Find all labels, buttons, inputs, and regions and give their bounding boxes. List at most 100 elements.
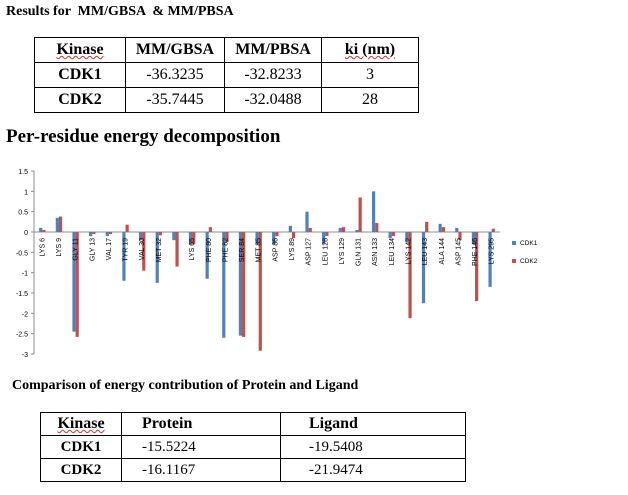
bar-cdk2 (341, 227, 346, 232)
y-tick-label: -3 (22, 352, 28, 359)
bar-cdk1 (55, 217, 59, 232)
results-header-mmgbsa: MM/GBSA (125, 37, 225, 63)
bar-cdk1 (322, 232, 326, 245)
bar-cdk1 (371, 191, 376, 232)
bar-cdk1 (421, 232, 426, 304)
chart-heading: Per-residue energy decomposition (6, 126, 281, 147)
bar-cdk1 (388, 232, 392, 239)
bar-cdk1 (255, 232, 259, 245)
bar-cdk2 (192, 232, 196, 245)
bar-cdk1 (222, 232, 226, 338)
bar-cdk2 (441, 227, 445, 232)
results-header-ki: ki (nm) (321, 37, 419, 63)
bar-cdk1 (338, 227, 342, 232)
comparison-heading: Comparison of energy contribution of Pro… (12, 378, 358, 394)
comparison-cell-kinase: CDK1 (40, 435, 122, 459)
bar-cdk2 (475, 232, 479, 302)
bar-cdk2 (375, 223, 379, 232)
comparison-header-kinase: Kinase (40, 412, 122, 436)
bar-cdk1 (155, 232, 159, 283)
x-tick-label: VAL 30 (139, 238, 146, 260)
x-tick-label: MET 85 (256, 238, 263, 262)
bar-cdk2 (158, 232, 163, 236)
bar-cdk2 (92, 232, 96, 235)
comparison-header-ligand: Ligand (280, 412, 466, 436)
y-tick-label: 0 (24, 230, 28, 237)
x-tick-label: ASP 127 (306, 238, 313, 266)
x-tick-label: LYS 9 (56, 238, 63, 257)
bar-cdk2 (391, 232, 396, 237)
results-cell-ki: 3 (321, 62, 419, 88)
bar-cdk2 (291, 232, 296, 239)
energy-bar-chart: 1.5 1 0.5 0 -0.5 -1 -1.5 -2 -2.5 -3 LYS 6 LYS 9 GLY… (16, 169, 538, 359)
results-cell-mmpbsa: -32.8233 (224, 62, 322, 88)
bar-cdk1 (455, 227, 459, 232)
y-tick-label: 1 (24, 189, 28, 196)
x-tick-label: TYR 19 (123, 238, 130, 262)
bar-cdk1 (305, 211, 309, 232)
bar-cdk1 (39, 227, 43, 232)
bar-cdk1 (355, 229, 359, 232)
y-tick-label: -0.5 (16, 250, 28, 257)
comparison-cell-ligand: -19.5408 (280, 435, 466, 459)
x-tick-label: LYS 142 (406, 238, 413, 264)
comparison-table-header-row: Kinase Protein Ligand (40, 412, 466, 436)
bar-cdk2 (408, 232, 412, 319)
bar-cdk2 (125, 224, 129, 232)
bar-cdk2 (225, 232, 229, 243)
results-cell-kinase: CDK2 (34, 87, 126, 113)
bar-cdk1 (288, 225, 292, 232)
y-tick-label: 1.5 (18, 169, 28, 176)
bar-cdk1 (122, 232, 126, 281)
comparison-header-protein: Protein (121, 412, 281, 436)
comparison-table-row: CDK2 -16.1167 -21.9474 (40, 458, 466, 482)
x-tick-label: GLY 11 (73, 238, 80, 261)
results-header-mmpbsa: MM/PBSA (224, 37, 322, 63)
y-tick-label: -2 (22, 311, 28, 318)
bar-cdk1 (72, 232, 76, 332)
bar-cdk1 (188, 232, 193, 245)
x-tick-label: ASN 133 (372, 238, 379, 266)
x-tick-label: PHE 146 (472, 238, 479, 266)
x-tick-label: LYS 295 (489, 238, 496, 264)
bar-cdk1 (172, 232, 176, 241)
x-tick-label: SER 84 (239, 238, 246, 262)
x-tick-label: LYS 129 (339, 238, 346, 264)
results-table: Kinase MM/GBSA MM/PBSA ki (nm) CDK1 -36.… (34, 37, 419, 113)
bar-cdk2 (458, 232, 462, 241)
legend-swatch-cdk2 (512, 259, 516, 263)
comparison-cell-kinase: CDK2 (40, 458, 122, 482)
x-tick-label: LYS 89 (289, 238, 296, 261)
bar-cdk2 (42, 229, 46, 232)
bar-cdk2 (275, 232, 279, 237)
x-tick-label: ALA 144 (439, 238, 446, 265)
bar-cdk1 (405, 232, 409, 243)
bar-cdk1 (105, 232, 109, 237)
bar-cdk2 (425, 221, 429, 232)
y-tick-label: -1.5 (16, 291, 28, 298)
bar-cdk1 (272, 232, 276, 245)
results-table-row: CDK2 -35.7445 -32.0488 28 (34, 87, 419, 113)
comparison-table: Kinase Protein Ligand CDK1 -15.5224 -19.… (40, 412, 466, 482)
bar-cdk1 (205, 232, 209, 279)
y-tick-label: -2.5 (16, 332, 28, 339)
comparison-heading-text: Comparison of energy contribution of Pro… (12, 378, 359, 393)
results-table-header-row: Kinase MM/GBSA MM/PBSA ki (nm) (34, 37, 419, 63)
bar-cdk1 (89, 232, 93, 237)
x-tick-label: GLN 131 (356, 238, 363, 266)
results-heading: Results for MM/GBSA & MM/PBSA (6, 4, 234, 19)
bar-cdk2 (75, 232, 79, 337)
x-tick-label: ASP 86 (272, 238, 279, 262)
x-tick-label: PHE 80 (206, 238, 213, 262)
x-tick-label: GLY 13 (89, 238, 96, 261)
bar-cdk2 (108, 232, 113, 235)
results-cell-ki: 28 (321, 87, 419, 113)
x-tick-label: LEU 143 (422, 238, 429, 265)
x-tick-label: LYS 65 (189, 238, 196, 261)
bar-cdk2 (491, 228, 495, 232)
legend-swatch-cdk1 (512, 241, 516, 245)
comparison-cell-ligand: -21.9474 (280, 458, 466, 482)
results-header-kinase: Kinase (34, 37, 126, 63)
bar-cdk1 (238, 232, 243, 336)
x-tick-label: LYS 6 (39, 238, 46, 257)
